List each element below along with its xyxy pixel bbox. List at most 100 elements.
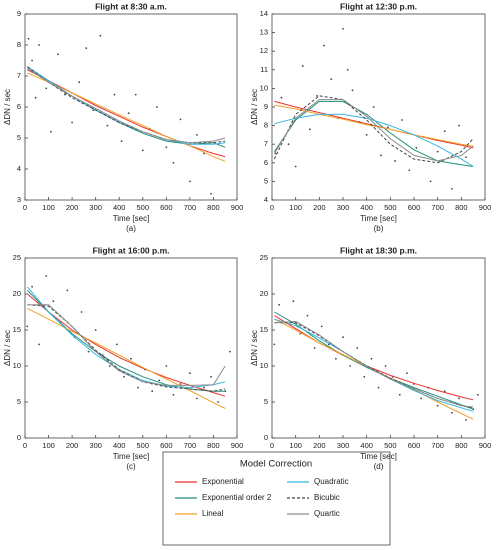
x-tick-label: 600: [160, 441, 173, 450]
chart-title: Flight at 16:00 p.m.: [93, 245, 170, 255]
data-point: [45, 275, 48, 277]
data-point: [346, 68, 349, 71]
data-point: [196, 397, 198, 400]
legend-label: Bicubic: [314, 493, 340, 502]
fit-line: [274, 318, 474, 412]
data-point: [165, 146, 168, 149]
data-point: [401, 119, 404, 121]
fit-line: [27, 304, 226, 392]
x-tick-label: 0: [270, 203, 274, 212]
data-point: [71, 121, 74, 124]
x-tick-label: 600: [160, 203, 173, 212]
chart-title: Flight at 8:30 a.m.: [95, 1, 167, 11]
caption: (c): [126, 462, 136, 471]
fit-line: [27, 72, 226, 162]
legend-label: Quartic: [314, 509, 340, 518]
y-tick-label: 0: [264, 433, 268, 442]
x-tick-label: 900: [231, 441, 244, 450]
data-point: [229, 350, 231, 353]
fit-line: [274, 322, 474, 409]
chart-title: Flight at 18:30 p.m.: [340, 245, 417, 255]
fit-line: [27, 67, 226, 144]
data-point: [52, 300, 55, 303]
data-point: [64, 93, 66, 96]
fit-line: [27, 286, 226, 389]
fit-line: [27, 304, 226, 386]
x-tick-label: 200: [66, 203, 79, 212]
x-axis-label: Time [sec]: [360, 452, 397, 461]
plot-area: [24, 257, 238, 439]
legend-label: Exponential: [202, 477, 244, 486]
data-point: [34, 96, 37, 99]
data-point: [130, 357, 132, 360]
data-point: [342, 336, 344, 339]
x-tick-label: 800: [455, 203, 468, 212]
data-point: [363, 375, 366, 378]
legend-label: Lineal: [202, 509, 224, 518]
data-point: [50, 130, 52, 133]
x-tick-label: 800: [207, 203, 220, 212]
data-point: [398, 393, 401, 396]
data-point: [294, 165, 297, 168]
y-tick-label: 4: [264, 195, 268, 204]
y-tick-label: 7: [17, 71, 21, 80]
data-point: [323, 44, 325, 47]
data-point: [38, 343, 41, 346]
y-tick-label: 6: [264, 158, 268, 167]
data-point: [45, 87, 48, 90]
data-point: [465, 419, 467, 421]
data-point: [27, 37, 30, 40]
plot-area: [271, 13, 486, 201]
x-tick-label: 500: [137, 203, 150, 212]
data-point: [280, 96, 283, 99]
x-tick-label: 900: [231, 203, 244, 212]
data-point: [108, 365, 111, 367]
data-point: [458, 397, 460, 400]
data-point: [356, 347, 359, 349]
x-tick-label: 100: [289, 203, 302, 212]
data-point: [31, 285, 33, 288]
data-point: [156, 106, 158, 108]
data-point: [179, 383, 182, 385]
data-point: [465, 156, 467, 159]
x-tick-label: 200: [313, 203, 326, 212]
data-point: [406, 372, 408, 375]
data-point: [273, 343, 276, 346]
data-point: [330, 78, 333, 80]
fit-line: [274, 315, 474, 401]
x-tick-label: 800: [455, 441, 468, 450]
data-point: [477, 393, 479, 396]
data-point: [188, 180, 191, 183]
data-point: [179, 118, 182, 121]
data-point: [365, 134, 368, 136]
x-tick-label: 900: [479, 441, 492, 450]
data-point: [370, 357, 373, 360]
data-point: [436, 150, 439, 153]
x-tick-label: 100: [289, 441, 302, 450]
legend-label: Quadratic: [314, 477, 349, 486]
caption: (a): [126, 224, 136, 233]
data-point: [172, 161, 175, 164]
x-tick-label: 500: [384, 441, 397, 450]
data-point: [165, 365, 168, 367]
data-point: [443, 130, 446, 133]
data-point: [292, 300, 295, 303]
y-tick-label: 12: [260, 46, 268, 55]
data-point: [31, 59, 33, 62]
x-axis-label: Time [sec]: [113, 452, 150, 461]
x-tick-label: 0: [23, 441, 27, 450]
data-point: [450, 187, 453, 190]
y-tick-label: 5: [264, 397, 268, 406]
y-tick-label: 0: [17, 433, 21, 442]
y-tick-label: 9: [17, 9, 21, 18]
data-point: [429, 180, 432, 183]
data-point: [316, 94, 318, 97]
x-axis-label: Time [sec]: [113, 214, 150, 223]
x-tick-label: 700: [184, 441, 197, 450]
y-tick-label: 25: [260, 253, 268, 262]
data-point: [106, 124, 109, 127]
y-tick-label: 20: [260, 289, 268, 298]
data-point: [379, 154, 382, 157]
data-point: [436, 404, 439, 407]
